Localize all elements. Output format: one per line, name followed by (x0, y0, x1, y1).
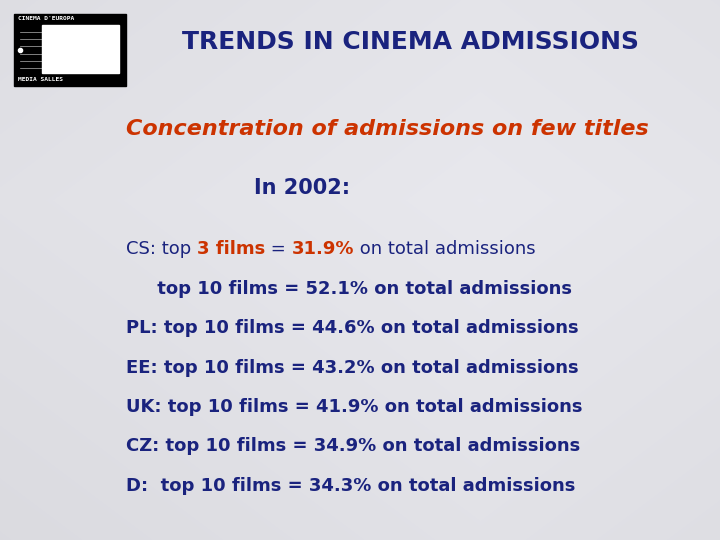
Polygon shape (42, 25, 119, 73)
Text: CINEMA D'EUROPA: CINEMA D'EUROPA (18, 16, 74, 21)
Text: Concentration of admissions on few titles: Concentration of admissions on few title… (126, 119, 649, 139)
Text: CZ: top 10 films = 34.9% on total admissions: CZ: top 10 films = 34.9% on total admiss… (126, 437, 580, 455)
Bar (14, 14, 126, 86)
Text: CS: top: CS: top (126, 240, 197, 258)
Text: 3 films: 3 films (197, 240, 265, 258)
Text: EE: top 10 films = 43.2% on total admissions: EE: top 10 films = 43.2% on total admiss… (126, 359, 579, 376)
Text: D:  top 10 films = 34.3% on total admissions: D: top 10 films = 34.3% on total admissi… (126, 477, 575, 495)
Text: TRENDS IN CINEMA ADMISSIONS: TRENDS IN CINEMA ADMISSIONS (182, 30, 639, 53)
Text: MEDIA SALLES: MEDIA SALLES (18, 77, 63, 82)
Text: top 10 films = 52.1% on total admissions: top 10 films = 52.1% on total admissions (126, 280, 572, 298)
Text: UK: top 10 films = 41.9% on total admissions: UK: top 10 films = 41.9% on total admiss… (126, 398, 582, 416)
Text: PL: top 10 films = 44.6% on total admissions: PL: top 10 films = 44.6% on total admiss… (126, 319, 579, 337)
Text: =: = (265, 240, 292, 258)
Text: In 2002:: In 2002: (254, 178, 351, 198)
Text: on total admissions: on total admissions (354, 240, 536, 258)
Text: 31.9%: 31.9% (292, 240, 354, 258)
